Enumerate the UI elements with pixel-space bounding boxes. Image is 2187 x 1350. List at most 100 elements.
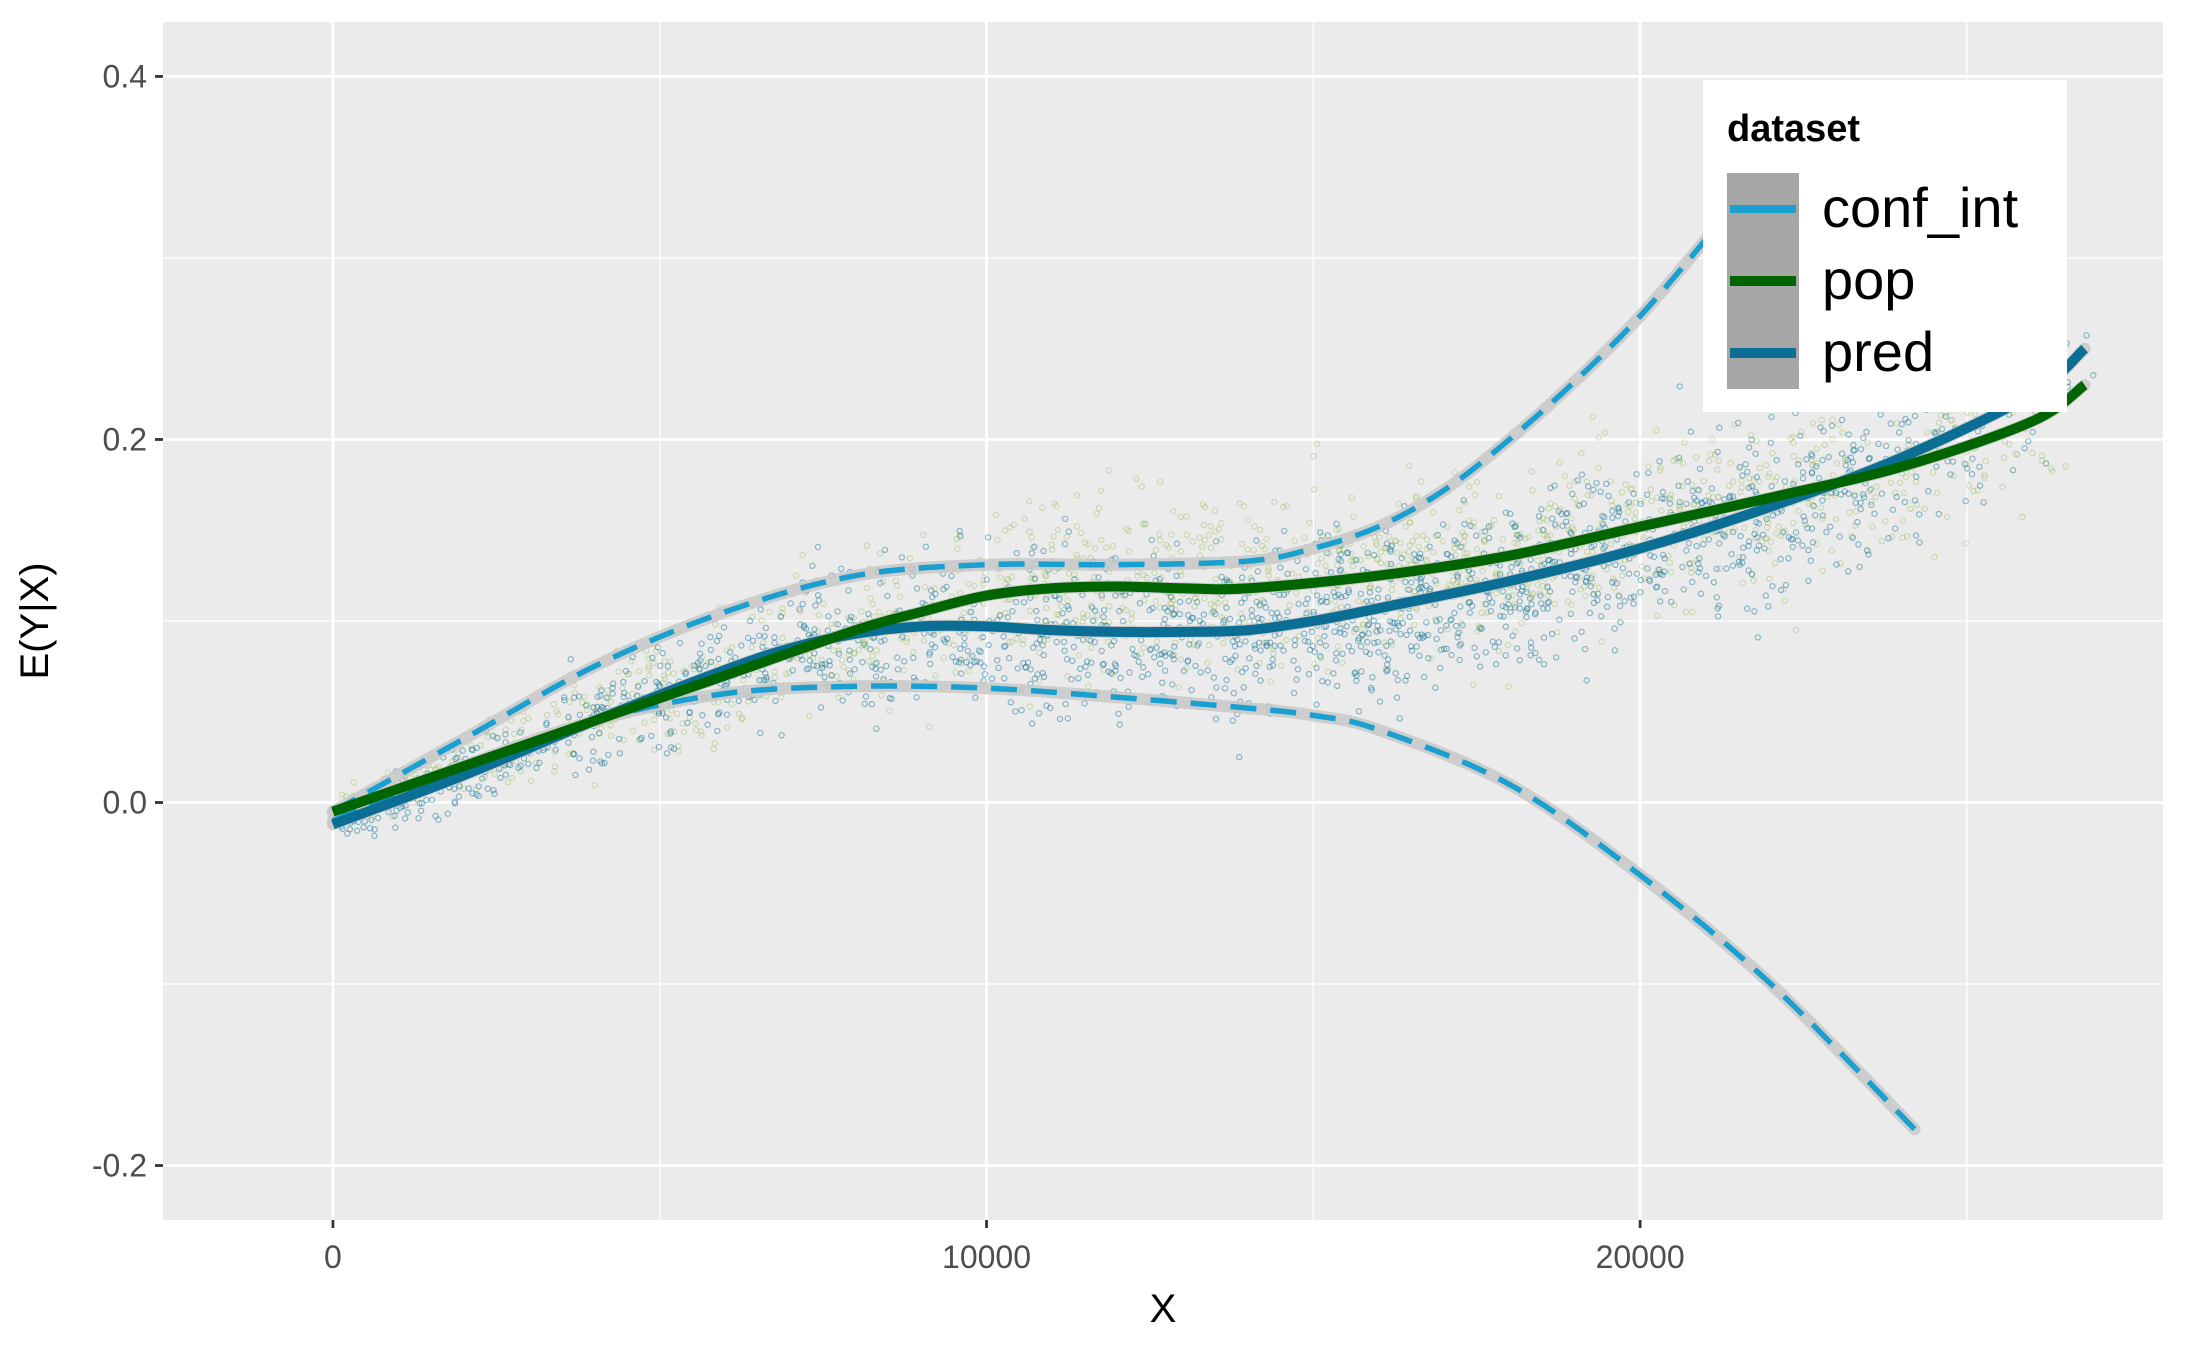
scatter-point — [777, 613, 785, 620]
scatter-point — [1125, 547, 1133, 555]
scatter-point — [931, 585, 939, 592]
scatter-point — [1769, 512, 1777, 519]
scatter-point — [1106, 603, 1113, 610]
scatter-point — [1581, 645, 1589, 653]
scatter-point — [1276, 591, 1283, 599]
scatter-point — [1283, 636, 1290, 644]
scatter-point — [1625, 570, 1633, 577]
scatter-point — [1374, 638, 1381, 646]
scatter-point — [900, 667, 908, 674]
scatter-point — [1875, 440, 1882, 447]
scatter-point — [1353, 677, 1360, 685]
scatter-point — [1889, 506, 1897, 513]
scatter-point — [1763, 515, 1771, 523]
scatter-point — [1238, 540, 1246, 548]
scatter-point — [846, 656, 854, 663]
scatter-point — [1283, 502, 1291, 509]
scatter-point — [634, 683, 642, 690]
scatter-point — [1611, 647, 1619, 654]
scatter-point — [1397, 539, 1404, 547]
scatter-point — [1111, 660, 1119, 668]
scatter-point — [1204, 667, 1212, 674]
scatter-point — [1654, 566, 1662, 573]
scatter-point — [607, 722, 614, 729]
scatter-point — [1508, 564, 1515, 571]
scatter-point — [1253, 662, 1260, 670]
scatter-point — [1666, 500, 1674, 507]
scatter-point — [1624, 508, 1632, 516]
scatter-point — [1029, 544, 1037, 551]
scatter-point — [833, 673, 841, 680]
scatter-point — [1578, 471, 1586, 478]
scatter-point — [1402, 578, 1409, 586]
scatter-point — [932, 590, 939, 598]
scatter-point — [1194, 642, 1201, 649]
scatter-point — [603, 694, 610, 701]
scatter-point — [1465, 599, 1473, 606]
scatter-point — [646, 672, 653, 679]
scatter-point — [1665, 552, 1672, 560]
scatter-point — [811, 626, 818, 633]
scatter-point — [1539, 526, 1546, 534]
scatter-point — [1525, 533, 1532, 541]
scatter-point — [859, 659, 866, 666]
scatter-point — [1061, 540, 1069, 548]
scatter-point — [1849, 534, 1856, 542]
scatter-point — [1869, 523, 1876, 531]
scatter-point — [2021, 445, 2028, 452]
scatter-point — [739, 714, 746, 722]
scatter-point — [1838, 450, 1846, 457]
scatter-point — [594, 693, 601, 701]
scatter-point — [1153, 638, 1161, 645]
scatter-point — [566, 698, 573, 706]
scatter-point — [1587, 492, 1595, 499]
scatter-point — [871, 660, 878, 668]
scatter-point — [1359, 631, 1366, 638]
scatter-point — [964, 647, 971, 655]
scatter-point — [1105, 668, 1112, 675]
scatter-point — [1713, 565, 1720, 573]
scatter-point — [1207, 522, 1214, 530]
scatter-point — [1808, 456, 1815, 463]
scatter-point — [949, 653, 956, 661]
scatter-point — [595, 729, 603, 737]
scatter-point — [1257, 677, 1264, 684]
scatter-point — [1112, 667, 1119, 675]
scatter-point — [1856, 563, 1863, 571]
scatter-point — [1170, 643, 1178, 650]
scatter-point — [1001, 675, 1008, 682]
scatter-point — [1470, 519, 1478, 526]
scatter-point — [1588, 543, 1595, 551]
scatter-point — [1817, 424, 1824, 431]
scatter-point — [625, 670, 633, 678]
scatter-point — [1690, 494, 1698, 501]
scatter-point — [1727, 460, 1734, 467]
scatter-point — [966, 654, 973, 661]
scatter-point — [828, 620, 835, 628]
scatter-point — [1544, 592, 1552, 600]
scatter-point — [1158, 574, 1165, 581]
scatter-point — [1337, 603, 1345, 611]
scatter-point — [809, 655, 817, 662]
scatter-point — [1794, 461, 1802, 468]
scatter-point — [926, 723, 933, 731]
scatter-point — [1785, 534, 1793, 541]
scatter-point — [1377, 548, 1385, 556]
scatter-point — [1777, 532, 1785, 540]
scatter-point — [1366, 584, 1373, 591]
scatter-point — [1064, 715, 1072, 722]
scatter-point — [1337, 566, 1345, 574]
scatter-point — [1935, 419, 1943, 426]
scatter-point — [576, 711, 584, 719]
scatter-point — [695, 662, 702, 669]
scatter-point — [1813, 540, 1820, 548]
scatter-point — [1656, 458, 1663, 465]
scatter-point — [796, 605, 803, 613]
scatter-point — [1348, 494, 1356, 502]
scatter-point — [980, 581, 988, 588]
scatter-point — [1688, 564, 1695, 572]
scatter-point — [1923, 429, 1931, 436]
scatter-point — [903, 635, 911, 642]
scatter-point — [1102, 544, 1110, 551]
scatter-point — [1464, 549, 1471, 557]
